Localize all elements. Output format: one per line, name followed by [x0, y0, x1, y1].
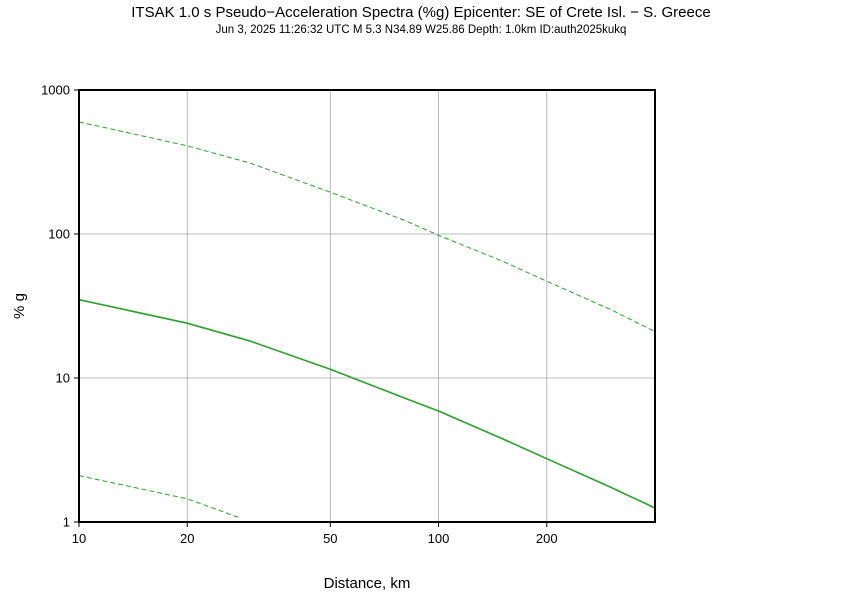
x-tick-label: 200 [536, 531, 558, 546]
y-tick-label: 1 [63, 515, 70, 530]
series-line-dashed-2 [78, 475, 240, 519]
y-axis-label: % g [11, 293, 28, 319]
series-line-median [78, 298, 656, 509]
y-tick-label: 100 [48, 227, 70, 242]
x-tick-label: 50 [323, 531, 337, 546]
series-line-dashed-1 [78, 121, 656, 333]
x-tick-label: 20 [180, 531, 194, 546]
series-group [78, 121, 656, 519]
x-tick-label: 100 [428, 531, 450, 546]
y-tick-label: 1000 [41, 83, 70, 98]
chart-title: ITSAK 1.0 s Pseudo−Acceleration Spectra … [131, 4, 711, 21]
y-tick-label: 10 [56, 371, 70, 386]
plot-frame [78, 89, 656, 523]
x-axis-label: Distance, km [324, 575, 411, 592]
grid-lines [78, 89, 655, 523]
chart-subtitle: Jun 3, 2025 11:26:32 UTC M 5.3 N34.89 W2… [215, 24, 627, 36]
x-tick-label: 10 [72, 531, 86, 546]
